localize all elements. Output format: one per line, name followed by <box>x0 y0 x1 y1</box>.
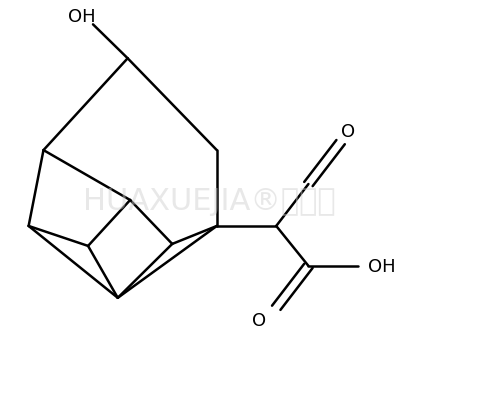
Text: O: O <box>341 123 355 141</box>
Text: O: O <box>252 311 266 329</box>
Text: OH: OH <box>68 8 96 26</box>
Text: HUAXUEJIA®化学加: HUAXUEJIA®化学加 <box>83 186 336 215</box>
Text: OH: OH <box>368 257 395 275</box>
